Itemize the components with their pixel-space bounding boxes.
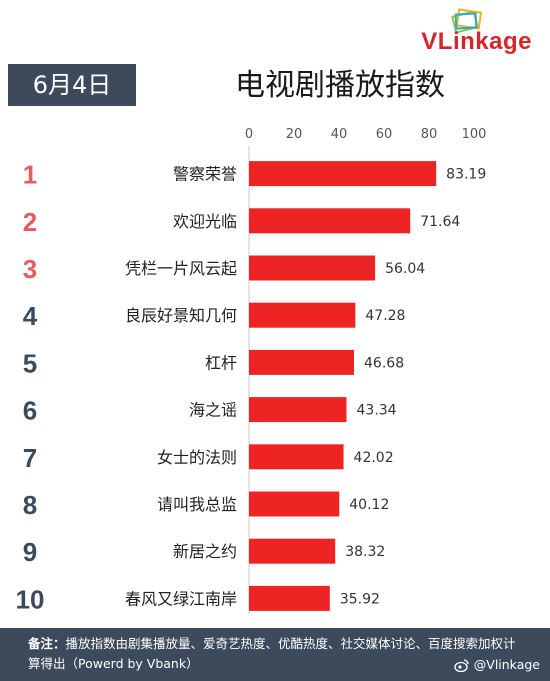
category-label: 杠杆	[205, 353, 237, 372]
category-label: 春风又绿江南岸	[125, 589, 237, 608]
bar	[249, 585, 330, 611]
bar-chart: 0 20 40 60 80 100 1 警察荣誉 83.19 2 欢迎光临 71.64 3 凭栏一片风云起…	[16, 127, 487, 614]
x-tick-label: 100	[462, 127, 487, 142]
bar	[249, 349, 355, 375]
footer-bar: 备注：播放指数由剧集播放量、爱奇艺热度、优酷热度、社交媒体讨论、百度搜索加权计算…	[0, 628, 550, 681]
page-title: 电视剧播放指数	[235, 68, 445, 103]
rank-number: 5	[23, 348, 37, 378]
x-tick-label: 80	[421, 127, 438, 142]
rank-number: 3	[23, 254, 37, 284]
rank-number: 7	[23, 443, 37, 473]
footer-note-body: 播放指数由剧集播放量、爱奇艺热度、优酷热度、社交媒体讨论、百度搜索加权计算得出（…	[28, 636, 516, 671]
category-label: 女士的法则	[157, 448, 237, 467]
logo-frames-icon	[451, 8, 483, 34]
category-label: 凭栏一片风云起	[125, 259, 237, 278]
x-tick-label: 20	[286, 127, 303, 142]
bar	[249, 302, 356, 328]
category-label: 请叫我总监	[157, 495, 237, 514]
bar	[249, 491, 340, 517]
weibo-handle-text: @Vlinkage	[473, 657, 540, 672]
bar	[249, 538, 336, 564]
value-label: 38.32	[345, 544, 385, 560]
bar	[249, 161, 437, 187]
x-tick-label: 0	[245, 127, 253, 142]
value-label: 47.28	[365, 308, 405, 324]
rank-number: 10	[16, 584, 45, 614]
value-label: 56.04	[385, 261, 425, 277]
rank-number: 6	[23, 396, 37, 426]
bar	[249, 255, 376, 281]
value-label: 46.68	[364, 355, 404, 371]
rank-number: 9	[23, 537, 37, 567]
rank-number: 2	[23, 207, 37, 237]
vlinkage-logo: VLinkage	[402, 8, 532, 56]
footer-note-lead: 备注：	[28, 636, 66, 651]
rank-number: 1	[23, 160, 37, 190]
category-label: 海之谣	[189, 401, 237, 420]
category-label: 欢迎光临	[173, 212, 237, 231]
footer-note: 备注：播放指数由剧集播放量、爱奇艺热度、优酷热度、社交媒体讨论、百度搜索加权计算…	[28, 634, 528, 674]
value-label: 71.64	[420, 214, 460, 230]
category-label: 警察荣誉	[173, 165, 237, 184]
value-label: 43.34	[357, 403, 397, 419]
value-label: 35.92	[340, 591, 380, 607]
rank-number: 4	[23, 301, 38, 331]
category-label: 新居之约	[173, 542, 237, 561]
bar	[249, 208, 411, 234]
x-tick-label: 60	[376, 127, 393, 142]
bar	[249, 397, 347, 423]
value-label: 40.12	[349, 497, 389, 513]
value-label: 83.19	[446, 167, 486, 183]
value-label: 42.02	[354, 450, 394, 466]
weibo-icon	[454, 658, 469, 672]
category-label: 良辰好景知几何	[125, 306, 237, 325]
rank-number: 8	[23, 490, 37, 520]
weibo-handle[interactable]: @Vlinkage	[454, 657, 540, 672]
x-tick-label: 40	[331, 127, 348, 142]
logo-wordmark: VLinkage	[421, 28, 532, 55]
bar	[249, 444, 344, 470]
date-badge: 6月4日	[8, 64, 136, 106]
